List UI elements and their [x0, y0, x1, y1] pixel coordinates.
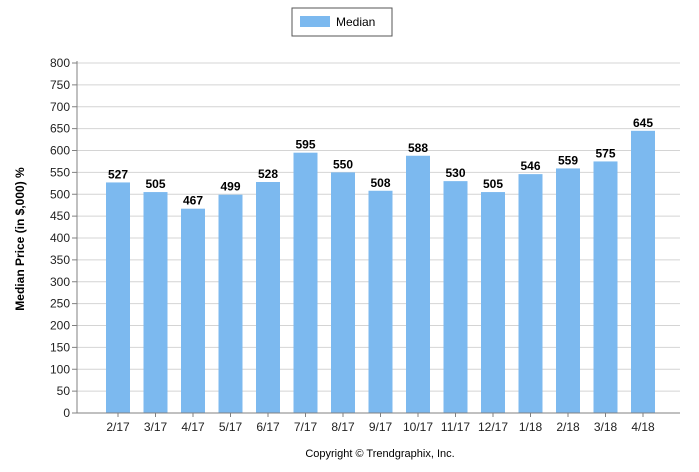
- y-tick-label: 100: [50, 362, 70, 376]
- bar-4-18: [631, 130, 655, 413]
- legend-label-median: Median: [336, 15, 375, 29]
- data-label: 505: [483, 177, 503, 191]
- y-tick-label: 800: [50, 56, 70, 70]
- bar-5-17: [218, 194, 243, 413]
- data-label: 467: [183, 194, 203, 208]
- y-tick-label: 350: [50, 253, 70, 267]
- bar-9-17: [368, 190, 393, 413]
- y-tick-label: 300: [50, 275, 70, 289]
- x-tick-label: 4/17: [181, 420, 205, 434]
- y-tick-label: 700: [50, 100, 70, 114]
- y-tick-label: 650: [50, 122, 70, 136]
- x-tick-label: 9/17: [369, 420, 393, 434]
- x-tick-label: 3/17: [144, 420, 168, 434]
- bar-12-17: [481, 192, 505, 413]
- bar-11-17: [443, 181, 468, 413]
- bar-10-17: [406, 155, 430, 413]
- x-tick-label: 7/17: [294, 420, 318, 434]
- bar-1-18: [518, 174, 543, 413]
- bars: [106, 130, 655, 413]
- bar-6-17: [256, 182, 280, 413]
- bar-2-17: [106, 182, 130, 413]
- y-tick-label: 250: [50, 297, 70, 311]
- y-tick-label: 50: [57, 384, 71, 398]
- bar-3-18: [593, 161, 618, 413]
- x-tick-label: 8/17: [331, 420, 355, 434]
- y-tick-label: 200: [50, 319, 70, 333]
- data-label: 499: [220, 180, 240, 194]
- y-tick-label: 0: [63, 406, 70, 420]
- y-tick-label: 600: [50, 144, 70, 158]
- bar-3-17: [143, 192, 168, 413]
- y-tick-label: 150: [50, 340, 70, 354]
- legend-swatch-median: [300, 16, 330, 27]
- x-tick-label: 11/17: [441, 420, 470, 434]
- x-tick-label: 6/17: [256, 420, 280, 434]
- y-axis-ticks: 0 50 100 150 200 250 300 350 400 450 500 550 600 650 7…: [50, 56, 77, 420]
- x-tick-label: 3/18: [594, 420, 618, 434]
- data-label: 645: [633, 116, 653, 130]
- x-tick-label: 10/17: [403, 420, 433, 434]
- y-tick-label: 750: [50, 78, 70, 92]
- data-label: 575: [595, 146, 615, 160]
- data-label: 550: [333, 157, 353, 171]
- x-tick-label: 12/17: [478, 420, 508, 434]
- y-tick-label: 550: [50, 165, 70, 179]
- data-label: 528: [258, 167, 278, 181]
- data-label: 546: [520, 159, 540, 173]
- y-tick-label: 400: [50, 231, 70, 245]
- legend: Median: [291, 7, 393, 37]
- y-axis-label: Median Price (in $,000) %: [13, 167, 27, 311]
- data-label: 588: [408, 141, 428, 155]
- x-tick-label: 5/17: [219, 420, 243, 434]
- data-label: 527: [108, 167, 128, 181]
- x-tick-label: 4/18: [631, 420, 655, 434]
- bar-7-17: [293, 152, 318, 413]
- copyright-footer: Copyright © Trendgraphix, Inc.: [305, 448, 454, 460]
- bar-4-17: [181, 208, 205, 413]
- x-tick-label: 2/17: [106, 420, 130, 434]
- y-tick-label: 500: [50, 187, 70, 201]
- x-tick-label: 2/18: [556, 420, 580, 434]
- axes: [76, 61, 680, 414]
- bar-2-18: [556, 168, 580, 413]
- x-axis-ticks: 2/17 3/17 4/17 5/17 6/17 7/17 8/17 9/17 10/17 11/…: [106, 413, 655, 434]
- data-label: 559: [558, 153, 578, 167]
- data-label: 508: [370, 176, 390, 190]
- data-label: 505: [145, 177, 165, 191]
- data-label: 530: [445, 166, 465, 180]
- x-tick-label: 1/18: [519, 420, 543, 434]
- data-labels: 527 505 467 499 528 595 550 508 588 530 505 546 559 5…: [108, 116, 653, 208]
- data-label: 595: [295, 138, 315, 152]
- y-tick-label: 450: [50, 209, 70, 223]
- bar-8-17: [331, 172, 355, 413]
